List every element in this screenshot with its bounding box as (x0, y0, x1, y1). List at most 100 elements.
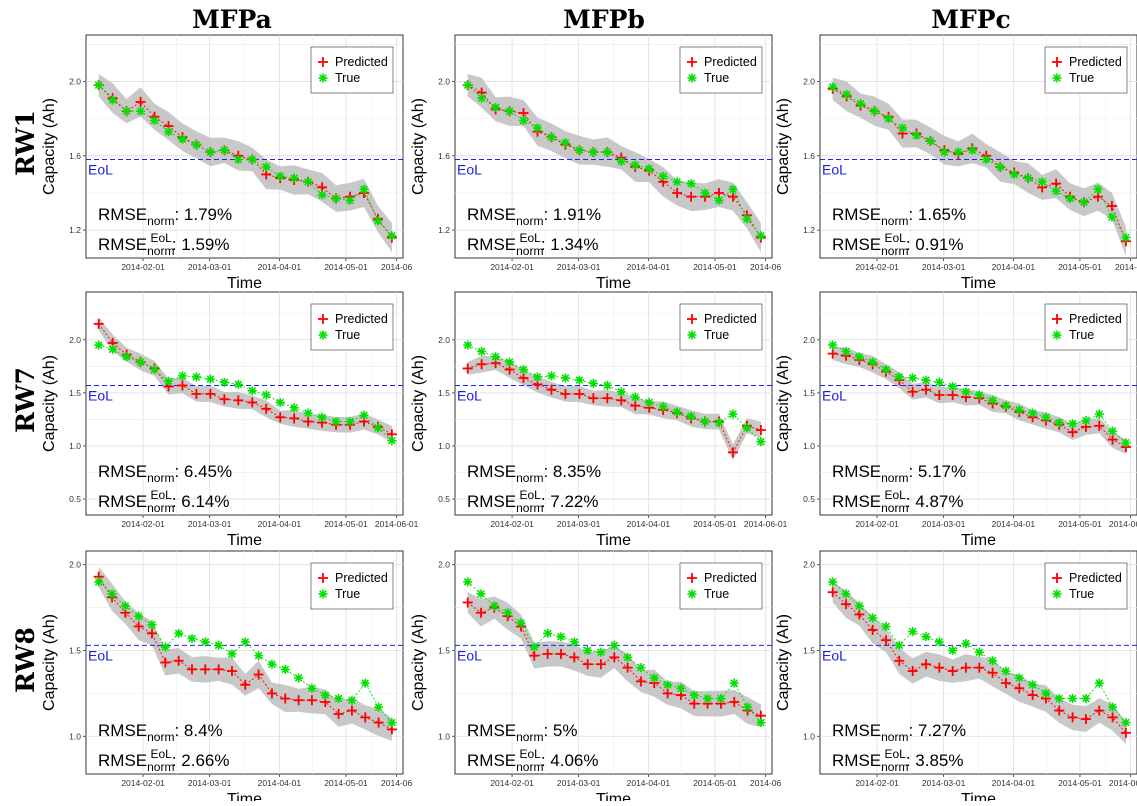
true-point-d2 (1080, 198, 1088, 207)
true-point-d2 (1068, 694, 1077, 703)
true-point (995, 162, 1005, 172)
x-tick-label: 2014-03-01 (557, 262, 601, 272)
x-tick-label: 2014-02-01 (121, 778, 165, 788)
true-point-d2 (703, 694, 712, 703)
legend-true-label: True (1069, 71, 1094, 85)
true-point (828, 577, 838, 587)
x-tick-label: 2014-03-01 (188, 778, 232, 788)
x-tick-label: 2014-05-01 (324, 262, 368, 272)
true-point-d2 (842, 590, 850, 598)
true-point-d2 (1095, 679, 1104, 687)
true-point-d2 (1038, 177, 1046, 186)
x-tick-label: 2014-04-01 (992, 262, 1036, 272)
true-point (728, 184, 738, 194)
x-tick-label: 2014-06 (381, 262, 412, 272)
true-point (689, 690, 699, 700)
true-point-d2 (388, 436, 396, 445)
true-point-d2 (463, 341, 472, 349)
predicted-point (289, 413, 300, 424)
series-line-predicted (832, 88, 1127, 242)
rmse-norm-annotation: RMSEnorm: 1.91% (467, 205, 601, 228)
rmse-norm-value: : 5% (543, 721, 577, 740)
panel-rw7-mfpc: 0.5 1.0 1.5 2.0 EoL 2014-02-01 2014-03-01 2014-… (775, 291, 1137, 549)
true-point (373, 216, 383, 226)
true-point-d2 (290, 403, 299, 412)
series-line-true (832, 86, 1127, 238)
true-point-d2 (701, 417, 709, 426)
true-point (894, 640, 904, 650)
true-point-d2 (262, 163, 271, 171)
true-point-d2 (908, 627, 917, 636)
true-point (177, 134, 187, 144)
true-point-d2 (234, 380, 243, 389)
true-point-d2 (348, 696, 356, 705)
predicted-point (303, 416, 314, 427)
true-point (543, 628, 553, 638)
true-point-d2 (729, 410, 737, 418)
y-axis-title: Capacity (Ah) (410, 614, 427, 711)
true-point (644, 164, 654, 174)
rmse-norm-annotation: RMSEnorm: 1.65% (832, 205, 966, 228)
true-point-d2 (178, 135, 187, 143)
x-tick-label: 2014-05-01 (324, 778, 368, 788)
legend-box (310, 562, 394, 610)
predicted-point (160, 657, 171, 668)
rmse-norm-subscript: norm (147, 471, 174, 485)
true-point-d2 (948, 382, 957, 391)
true-point (854, 352, 864, 362)
predicted-point (987, 667, 998, 678)
true-point-d2 (729, 185, 737, 194)
legend-true-marker-d2 (319, 590, 327, 598)
true-point (716, 694, 726, 704)
true-point (658, 171, 668, 181)
y-tick-label: 2.0 (438, 560, 450, 570)
true-point-d2 (503, 608, 512, 617)
true-point-d2 (505, 107, 514, 116)
true-point (108, 95, 118, 105)
true-point-d2 (690, 691, 699, 699)
true-point-d2 (954, 148, 963, 156)
uncertainty-band (832, 77, 1126, 256)
true-point (160, 642, 170, 652)
true-point (609, 640, 619, 650)
legend-box (679, 303, 763, 351)
y-tick-label: 1.0 (803, 441, 815, 451)
true-point (387, 718, 397, 728)
eol-label: EoL (822, 647, 847, 663)
legend-true-marker-d2 (319, 331, 327, 339)
legend-true-label: True (335, 587, 360, 601)
true-point-d2 (463, 81, 472, 90)
true-point (636, 663, 646, 673)
true-point-d2 (610, 641, 619, 650)
true-point (219, 145, 229, 155)
rmse-eol-subscript: norm (881, 760, 908, 774)
eol-label: EoL (822, 387, 847, 403)
y-axis-title: Capacity (Ah) (410, 355, 427, 452)
predicted-point (1120, 727, 1131, 738)
predicted-point (662, 688, 673, 699)
y-tick-label: 2.0 (69, 560, 81, 570)
true-point (107, 589, 117, 599)
true-point (672, 177, 682, 187)
uncertainty-band (98, 74, 392, 253)
x-tick-label: 2014-05-01 (693, 262, 737, 272)
true-point-d2 (1015, 674, 1024, 682)
true-point-d2 (962, 387, 970, 396)
true-point (894, 372, 904, 382)
true-point (911, 130, 921, 140)
true-point-d2 (617, 387, 626, 396)
column-title-mfpb: MFPb (563, 5, 645, 34)
true-point-d2 (645, 164, 654, 173)
true-point (616, 387, 626, 397)
true-point (1079, 197, 1089, 207)
true-point (94, 577, 104, 587)
rmse-norm-prefix: RMSE (832, 205, 881, 224)
y-tick-label: 2.0 (69, 335, 81, 345)
true-point-d2 (743, 703, 752, 711)
true-point-d2 (334, 694, 343, 703)
true-point-d2 (332, 194, 340, 203)
legend-true-marker-d2 (319, 74, 327, 82)
legend-true-marker-d2 (1053, 590, 1061, 598)
column-title-mfpa: MFPa (192, 5, 272, 34)
